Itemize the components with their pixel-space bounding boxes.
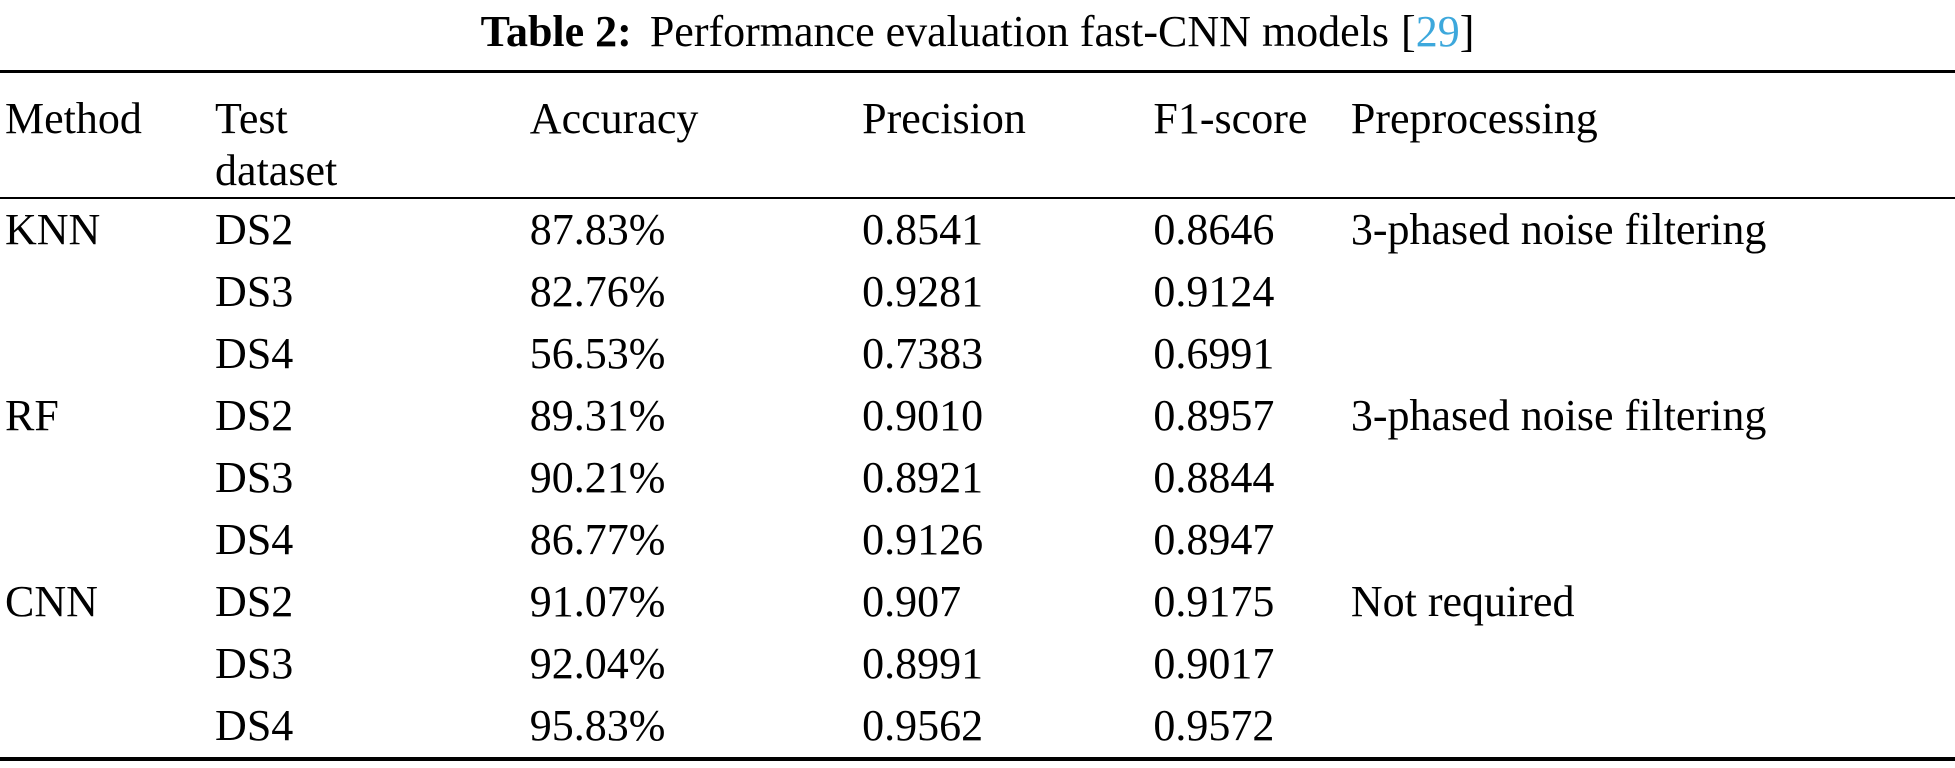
- cell-f1: 0.9572: [1153, 701, 1275, 750]
- cell-preprocessing: [1351, 509, 1955, 571]
- table-row: RF DS2 89.31% 0.9010 0.8957 3-phased noi…: [0, 385, 1955, 447]
- cell-dataset: DS4: [215, 701, 294, 750]
- table-row: KNN DS2 87.83% 0.8541 0.8646 3-phased no…: [0, 198, 1955, 261]
- cell-preprocessing: [1351, 633, 1955, 695]
- cell-preprocessing: [1351, 695, 1955, 759]
- header-precision: Precision: [862, 71, 1154, 199]
- header-preprocessing: Preprocessing: [1350, 71, 1955, 199]
- cell-dataset: DS4: [215, 515, 294, 564]
- header-test-dataset: Test dataset: [215, 71, 530, 199]
- cell-method: KNN: [5, 205, 101, 254]
- cell-dataset: DS2: [215, 205, 294, 254]
- cell-f1: 0.9017: [1153, 639, 1275, 688]
- cell-dataset: DS3: [215, 267, 294, 316]
- cell-accuracy: 92.04%: [529, 639, 666, 688]
- cell-method: [0, 509, 215, 571]
- cell-dataset: DS4: [215, 329, 294, 378]
- caption-text: Performance evaluation fast-CNN models: [649, 7, 1390, 56]
- citation-bracket-close: ]: [1459, 7, 1475, 56]
- cell-f1: 0.8646: [1153, 205, 1275, 254]
- cell-precision: 0.7383: [862, 329, 984, 378]
- table-body: KNN DS2 87.83% 0.8541 0.8646 3-phased no…: [0, 198, 1955, 759]
- cell-precision: 0.907: [862, 577, 962, 626]
- table-row: DS4 56.53% 0.7383 0.6991: [0, 323, 1955, 385]
- table-row: DS4 86.77% 0.9126 0.8947: [0, 509, 1955, 571]
- cell-accuracy: 87.83%: [529, 205, 666, 254]
- cell-accuracy: 56.53%: [529, 329, 666, 378]
- cell-dataset: DS2: [215, 577, 294, 626]
- table-caption: Table 2: Performance evaluation fast-CNN …: [0, 0, 1955, 70]
- header-accuracy: Accuracy: [529, 71, 863, 199]
- citation-bracket-open: [: [1401, 7, 1416, 56]
- cell-method: [0, 447, 215, 509]
- performance-table: Method Test dataset Accuracy Precision F…: [0, 70, 1955, 761]
- cell-f1: 0.8844: [1153, 453, 1275, 502]
- cell-f1: 0.8957: [1153, 391, 1275, 440]
- cell-accuracy: 86.77%: [529, 515, 666, 564]
- cell-method: [0, 323, 215, 385]
- cell-f1: 0.8947: [1153, 515, 1275, 564]
- cell-method: [0, 633, 215, 695]
- table-row: DS4 95.83% 0.9562 0.9572: [0, 695, 1955, 759]
- cell-f1: 0.9175: [1153, 577, 1275, 626]
- cell-f1: 0.9124: [1153, 267, 1275, 316]
- cell-accuracy: 91.07%: [529, 577, 666, 626]
- cell-dataset: DS3: [215, 639, 294, 688]
- cell-f1: 0.6991: [1153, 329, 1275, 378]
- cell-dataset: DS3: [215, 453, 294, 502]
- header-f1-score: F1-score: [1153, 71, 1351, 199]
- table-row: CNN DS2 91.07% 0.907 0.9175 Not required: [0, 571, 1955, 633]
- cell-method: [0, 695, 215, 759]
- cell-precision: 0.9562: [862, 701, 984, 750]
- cell-accuracy: 90.21%: [529, 453, 666, 502]
- table-header: Method Test dataset Accuracy Precision F…: [0, 71, 1955, 199]
- cell-precision: 0.8541: [862, 205, 984, 254]
- table-row: DS3 90.21% 0.8921 0.8844: [0, 447, 1955, 509]
- cell-preprocessing: [1351, 261, 1955, 323]
- citation-link[interactable]: 29: [1415, 7, 1460, 56]
- cell-precision: 0.8921: [862, 453, 984, 502]
- cell-preprocessing: Not required: [1350, 577, 1575, 626]
- table-row: DS3 82.76% 0.9281 0.9124: [0, 261, 1955, 323]
- table-row: DS3 92.04% 0.8991 0.9017: [0, 633, 1955, 695]
- cell-dataset: DS2: [215, 391, 294, 440]
- cell-accuracy: 89.31%: [529, 391, 666, 440]
- cell-preprocessing: 3-phased noise filtering: [1350, 205, 1767, 254]
- cell-preprocessing: [1351, 323, 1955, 385]
- cell-precision: 0.9010: [862, 391, 984, 440]
- header-row: Method Test dataset Accuracy Precision F…: [0, 71, 1955, 199]
- cell-preprocessing: [1351, 447, 1955, 509]
- cell-method: RF: [5, 391, 59, 440]
- cell-preprocessing: 3-phased noise filtering: [1350, 391, 1767, 440]
- cell-method: [0, 261, 215, 323]
- cell-precision: 0.8991: [862, 639, 984, 688]
- caption-label: Table 2:: [480, 7, 632, 56]
- cell-precision: 0.9126: [862, 515, 984, 564]
- header-method: Method: [0, 71, 216, 199]
- cell-accuracy: 95.83%: [529, 701, 666, 750]
- cell-accuracy: 82.76%: [529, 267, 666, 316]
- cell-precision: 0.9281: [862, 267, 984, 316]
- cell-method: CNN: [5, 577, 98, 626]
